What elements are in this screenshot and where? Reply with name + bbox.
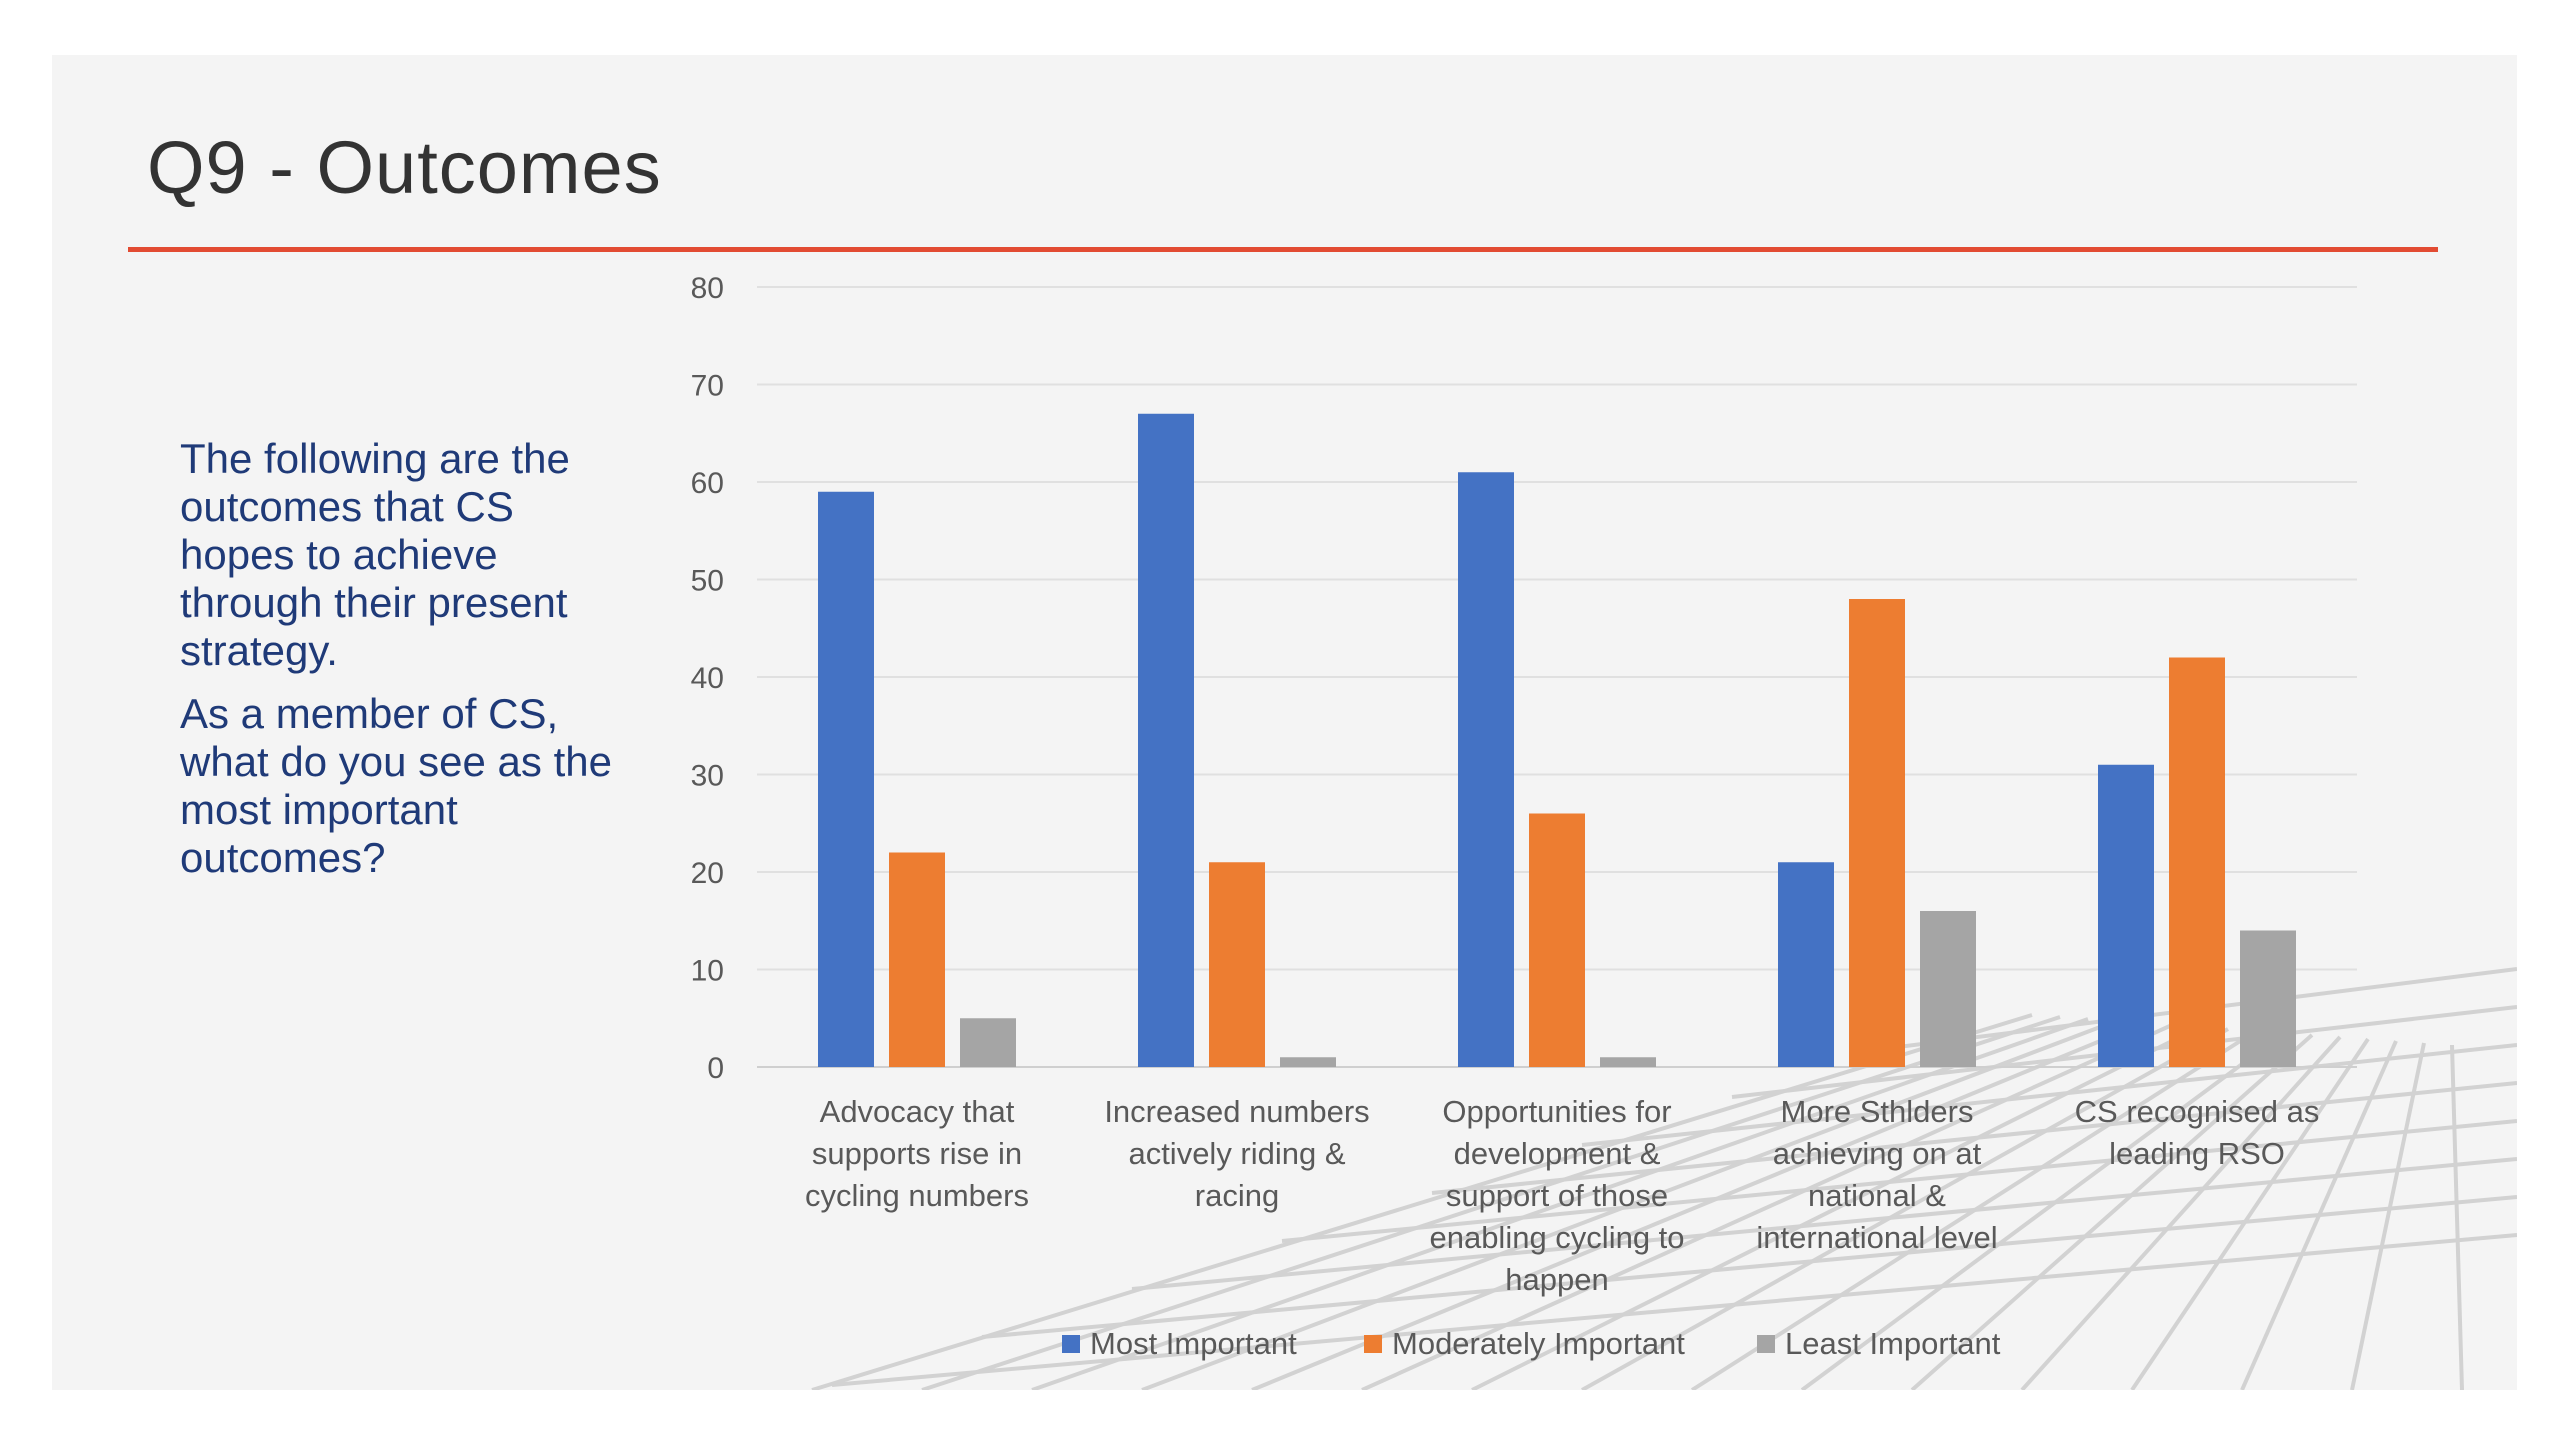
bar [960, 1018, 1016, 1067]
bar [818, 491, 874, 1067]
x-axis-labels: Advocacy that supports rise in cycling num… [805, 1094, 2319, 1297]
category-label: Opportunities for development & support of… [1429, 1094, 1684, 1297]
bar [2169, 657, 2225, 1067]
bar [2240, 930, 2296, 1067]
y-tick-label: 0 [707, 1052, 724, 1085]
y-tick-label: 50 [691, 565, 724, 598]
legend-swatch [1062, 1335, 1080, 1353]
bars [818, 413, 2296, 1067]
bar [1849, 599, 1905, 1067]
bar [1280, 1057, 1336, 1067]
bar [1209, 862, 1265, 1067]
category-label: Increased numbers actively riding & racing [1104, 1094, 1369, 1213]
title-divider [128, 247, 2438, 252]
category-label: Advocacy that supports rise in cycling num… [805, 1094, 1029, 1213]
bar [1529, 813, 1585, 1067]
floor-grid [811, 967, 2517, 1390]
legend-label: Least Important [1785, 1326, 2001, 1361]
legend-item: Moderately Important [1364, 1326, 1685, 1361]
y-tick-label: 60 [691, 467, 724, 500]
bar [1920, 911, 1976, 1067]
legend-swatch [1757, 1335, 1775, 1353]
legend-label: Most Important [1090, 1326, 1297, 1361]
y-gridlines [757, 286, 2357, 1068]
slide-title: Q9 - Outcomes [147, 126, 662, 209]
legend-item: Most Important [1062, 1326, 1297, 1361]
legend-item: Least Important [1757, 1326, 2001, 1361]
series-most-important [818, 413, 2154, 1067]
bar [2098, 764, 2154, 1067]
y-tick-label: 30 [691, 760, 724, 793]
legend: Most Important Moderately Important Least … [1062, 1326, 2001, 1361]
series-least-important [960, 911, 2296, 1067]
y-tick-label: 40 [691, 662, 724, 695]
perspective-floor-decoration [811, 967, 2517, 1390]
y-tick-label: 20 [691, 857, 724, 890]
side-text-paragraph-1: The following are the outcomes that CS h… [180, 435, 570, 674]
legend-label: Moderately Important [1392, 1326, 1685, 1361]
y-axis-ticks: 0 10 20 30 40 50 60 70 80 [691, 272, 724, 1085]
bar [1458, 472, 1514, 1067]
series-moderately-important [889, 599, 2225, 1067]
category-label: CS recognised as leading RSO [2075, 1094, 2320, 1171]
category-label: More Sthlders achieving on at national & in… [1756, 1094, 1997, 1255]
legend-swatch [1364, 1335, 1382, 1353]
y-tick-label: 70 [691, 370, 724, 403]
bar [1778, 862, 1834, 1067]
y-tick-label: 10 [691, 955, 724, 988]
clustered-bar-chart: 0 10 20 30 40 50 60 70 80 Advocacy that supports r… [691, 272, 2357, 1361]
bar [1600, 1057, 1656, 1067]
bar [889, 852, 945, 1067]
bar [1138, 413, 1194, 1067]
slide: Q9 - Outcomes The following are the outc… [52, 55, 2517, 1390]
side-text-paragraph-2: As a member of CS, what do you see as th… [180, 690, 612, 881]
y-tick-label: 80 [691, 272, 724, 305]
side-text: The following are the outcomes that CS h… [180, 435, 630, 897]
